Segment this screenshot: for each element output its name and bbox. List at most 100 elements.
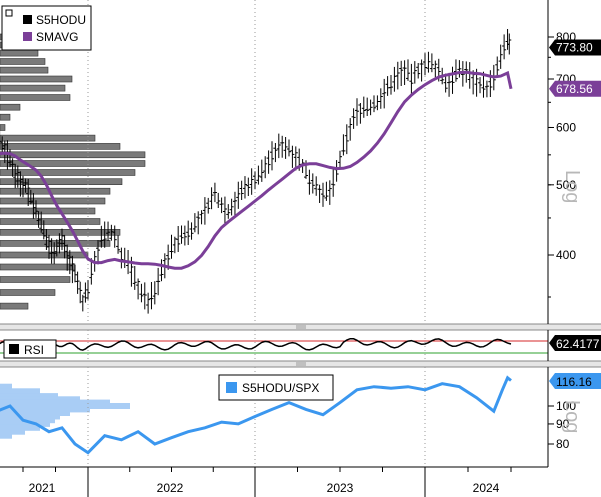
price-bar <box>78 281 83 304</box>
x-label-2022: 2022 <box>157 481 184 495</box>
price-bar <box>378 88 383 109</box>
price-bar <box>146 292 151 314</box>
volume-profile-bar <box>0 218 101 225</box>
price-bar <box>80 294 85 312</box>
volume-profile-bar <box>0 207 96 215</box>
y-tick-label: 600 <box>556 120 576 134</box>
price-bar <box>31 193 36 219</box>
price-bar <box>256 165 261 185</box>
price-bar <box>239 180 244 200</box>
panel-divider-2[interactable] <box>0 360 601 368</box>
price-bar <box>149 282 154 310</box>
price-bar <box>229 198 234 216</box>
price-bar <box>467 62 472 89</box>
price-bar <box>199 210 204 225</box>
price-bar <box>226 204 231 219</box>
price-bar <box>44 229 49 250</box>
ratio-profile-bar <box>0 393 58 400</box>
rsi-legend[interactable]: RSI <box>3 339 57 359</box>
price-bar <box>116 235 121 254</box>
price-bar <box>0 136 5 154</box>
ratio-legend[interactable]: S5HODU/SPX <box>218 374 334 401</box>
price-bar <box>276 133 281 159</box>
price-bar <box>270 141 274 171</box>
price-bar <box>186 220 191 245</box>
price-bars <box>0 29 512 314</box>
price-bar <box>246 177 251 196</box>
ratio-profile-bar <box>0 428 25 435</box>
x-label-2023: 2023 <box>327 481 354 495</box>
price-bar <box>253 171 257 190</box>
volume-profile-bar <box>0 84 66 92</box>
log-scale-label: Log <box>561 170 583 203</box>
price-bar <box>426 51 431 73</box>
price-bar <box>365 97 370 116</box>
price-bar <box>57 233 62 254</box>
volume-profile-bar <box>0 169 136 176</box>
svg-text:773.80: 773.80 <box>556 40 593 54</box>
y-tick-label: 500 <box>556 178 576 192</box>
svg-text:62.4177: 62.4177 <box>556 337 600 351</box>
price-bar <box>106 221 111 241</box>
ratio-profile-bar <box>0 413 60 420</box>
price-bar <box>399 60 404 86</box>
volume-profile-bar <box>0 49 39 57</box>
price-bar <box>122 247 127 268</box>
price-bar <box>216 192 221 208</box>
price-bar <box>119 247 124 269</box>
price-bar <box>112 225 117 248</box>
ratio-profile-bar <box>0 432 12 439</box>
price-bar <box>49 238 54 264</box>
price-bar <box>249 168 254 195</box>
legend-toggle-icon[interactable] <box>5 9 13 17</box>
price-bar <box>283 137 288 159</box>
purple-square-icon <box>23 32 32 41</box>
price-bar <box>416 63 421 79</box>
y-tick-label: 400 <box>556 248 576 262</box>
price-bar <box>189 222 194 240</box>
price-bar <box>0 130 2 156</box>
price-bar <box>196 211 201 235</box>
price-bar <box>382 78 387 109</box>
price-bar <box>406 59 410 81</box>
price-bar <box>142 282 147 310</box>
price-bar <box>36 211 41 228</box>
x-axis: 2021 2022 2023 2024 <box>0 466 601 497</box>
price-bar <box>15 165 20 188</box>
volume-profile-bar <box>0 143 121 150</box>
ratio-profile-bar <box>0 388 40 395</box>
price-bar <box>331 166 336 197</box>
ratio-profile <box>0 383 130 439</box>
price-bar <box>389 75 393 95</box>
ratio-profile-bar <box>0 424 40 431</box>
price-bar <box>488 70 493 97</box>
price-bar <box>75 271 80 294</box>
x-label-2024: 2024 <box>473 481 500 495</box>
volume-profile-bar <box>0 276 71 283</box>
price-bar <box>355 98 359 126</box>
rsi-legend-label: RSI <box>24 343 44 357</box>
main-legend[interactable]: S5HODU SMAVG <box>1 5 92 51</box>
sma-value-tag: 678.56 <box>549 80 601 97</box>
volume-profile-bar <box>0 58 46 65</box>
price-bar <box>507 33 512 55</box>
price-bar <box>351 108 356 129</box>
price-bar <box>358 103 363 124</box>
volume-profile-bar <box>0 103 21 111</box>
ratio-panel: 80 90 100 Log S5HODU/SPX 116.16 <box>0 367 601 467</box>
price-bar <box>159 259 164 282</box>
price-bar <box>395 61 400 90</box>
volume-profile-bar <box>0 229 121 236</box>
price-bar <box>192 213 197 233</box>
price-bar <box>478 77 483 94</box>
price-bar <box>263 156 268 179</box>
panel-divider-1[interactable] <box>0 323 601 331</box>
volume-profile-bar <box>0 251 89 259</box>
volume-profile-bar <box>0 134 96 142</box>
price-bar <box>344 124 349 155</box>
volume-profile-bar <box>0 178 123 185</box>
price-bar <box>18 171 23 197</box>
price-bar <box>212 182 217 203</box>
ratio-line <box>0 375 512 455</box>
